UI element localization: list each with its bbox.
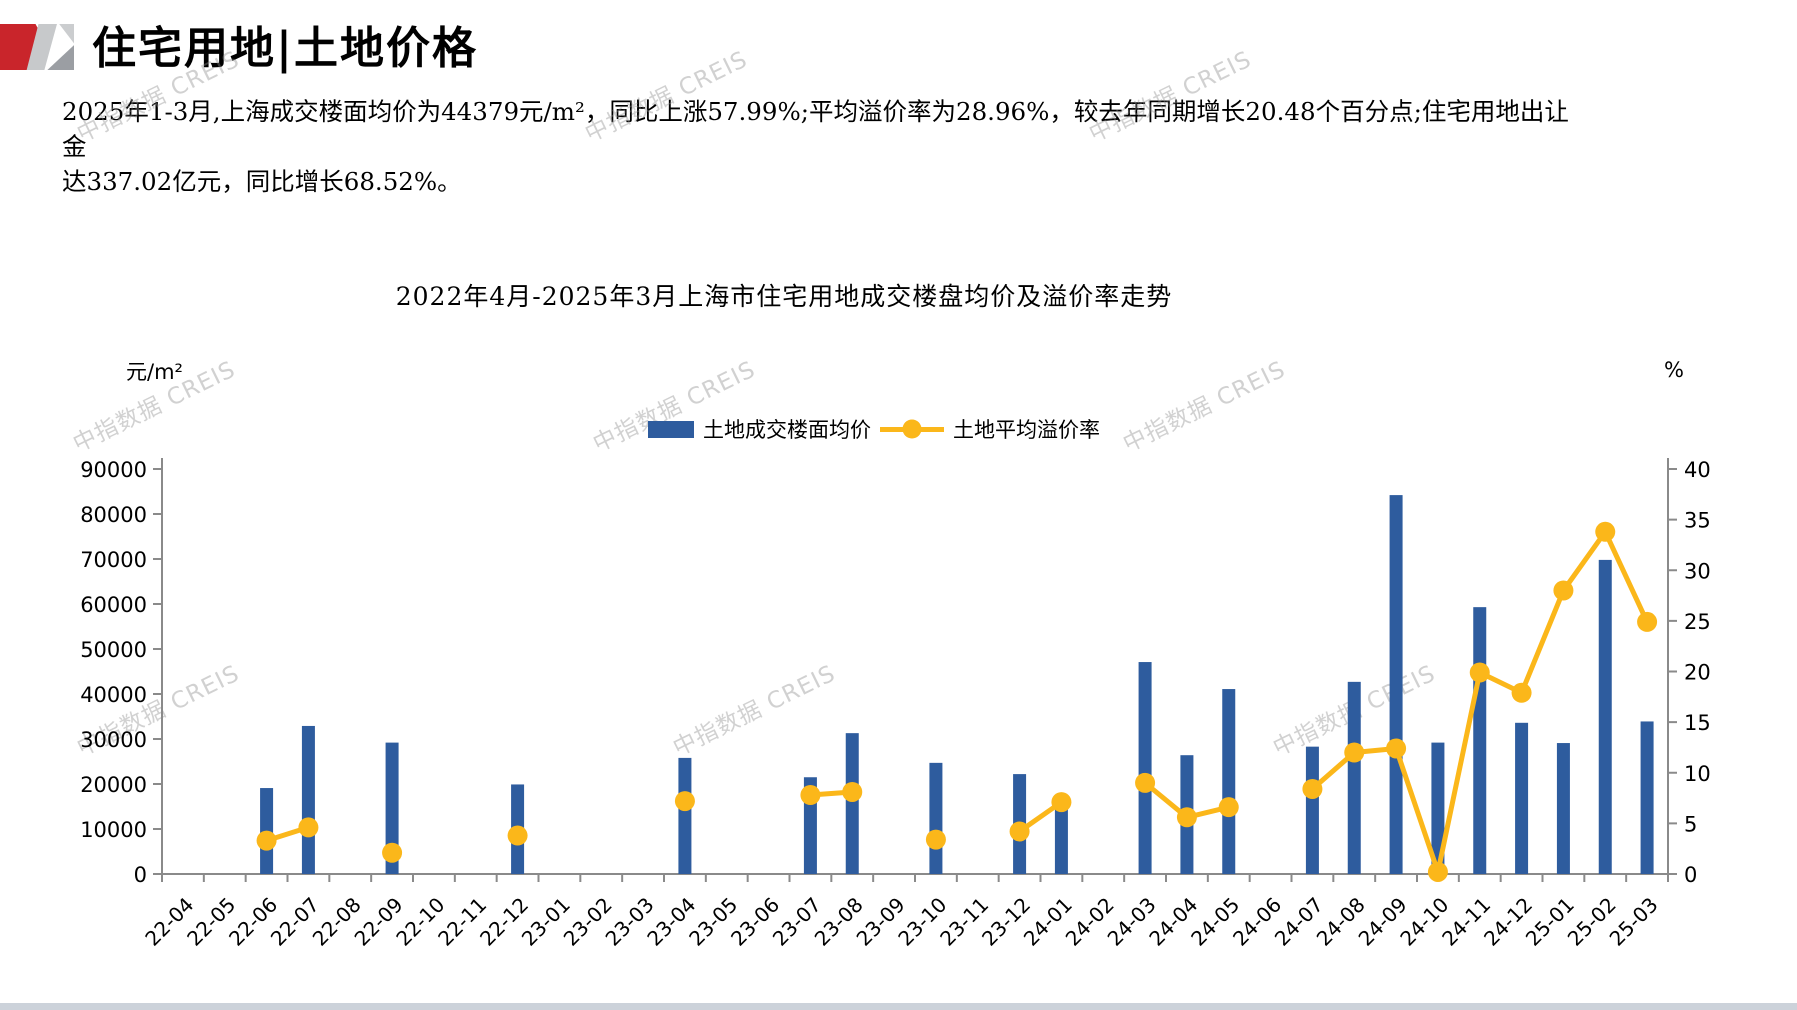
premium-rate-dot-25-02 [1595, 521, 1616, 542]
right-axis-tick-label: 0 [1684, 863, 1697, 887]
right-axis-tick-label: 10 [1684, 762, 1711, 786]
premium-rate-dot-22-07 [298, 817, 319, 838]
left-axis-unit: 元/m² [126, 360, 183, 384]
bar-25-03 [1640, 721, 1654, 874]
left-axis-tick-label: 70000 [80, 548, 147, 572]
left-axis-tick-label: 50000 [80, 638, 147, 662]
right-axis-tick-label: 30 [1684, 559, 1711, 583]
bar-24-09 [1389, 495, 1403, 874]
summary-line-1: 2025年1-3月,上海成交楼面均价为44379元/m²，同比上涨57.99%;… [62, 97, 1569, 161]
premium-rate-dot-23-08 [842, 781, 863, 802]
left-axis-tick-label: 20000 [80, 773, 147, 797]
bar-24-08 [1347, 681, 1361, 874]
right-axis-tick-label: 35 [1684, 509, 1711, 533]
premium-rate-dot-24-09 [1386, 738, 1407, 759]
bar-22-07 [301, 725, 315, 874]
legend-bar-swatch [648, 420, 694, 438]
bar-23-04 [678, 757, 692, 874]
right-axis-tick-label: 20 [1684, 661, 1711, 685]
bar-22-09 [385, 742, 399, 874]
legend-line-marker [880, 419, 944, 439]
legend-line-label: 土地平均溢价率 [953, 418, 1100, 442]
bar-24-11 [1473, 607, 1487, 874]
premium-rate-dot-25-03 [1637, 611, 1658, 632]
bar-25-02 [1598, 559, 1612, 874]
premium-rate-dot-24-04 [1176, 807, 1197, 828]
premium-rate-dot-24-08 [1344, 742, 1365, 763]
summary-paragraph: 2025年1-3月,上海成交楼面均价为44379元/m²，同比上涨57.99%;… [62, 94, 1582, 199]
left-axis-tick-label: 40000 [80, 683, 147, 707]
bar-25-01 [1556, 743, 1570, 874]
legend-bar-label: 土地成交楼面均价 [703, 418, 871, 442]
premium-rate-dot-25-01 [1553, 580, 1574, 601]
premium-rate-dot-24-07 [1302, 778, 1323, 799]
bar-23-10 [929, 762, 943, 874]
bar-24-10 [1431, 742, 1445, 874]
premium-rate-dot-24-01 [1051, 792, 1072, 813]
chart-legend: 土地成交楼面均价 土地平均溢价率 [648, 414, 1100, 444]
page-title: 住宅用地|土地价格 [92, 23, 479, 74]
x-axis-label: 25-03 [1605, 893, 1663, 951]
left-axis-tick-label: 90000 [80, 458, 147, 482]
left-axis-tick-label: 0 [134, 863, 147, 887]
premium-rate-dot-24-03 [1135, 772, 1156, 793]
bar-24-12 [1515, 722, 1529, 874]
bar-24-03 [1138, 662, 1152, 874]
right-axis-tick-label: 40 [1684, 458, 1711, 482]
premium-rate-dot-22-09 [382, 842, 403, 863]
premium-rate-dot-24-05 [1218, 797, 1239, 818]
premium-rate-dot-24-10 [1427, 861, 1448, 882]
left-axis-tick-label: 60000 [80, 593, 147, 617]
bar-23-08 [845, 733, 859, 874]
right-axis-tick-label: 25 [1684, 610, 1711, 634]
chart-title: 2022年4月-2025年3月上海市住宅用地成交楼盘均价及溢价率走势 [395, 282, 1173, 311]
premium-rate-dot-23-04 [674, 791, 695, 812]
premium-rate-dot-24-12 [1511, 682, 1532, 703]
right-axis-tick-label: 5 [1684, 812, 1697, 836]
bar-24-05 [1222, 689, 1236, 874]
premium-rate-dot-24-11 [1469, 662, 1490, 683]
left-axis-tick-label: 30000 [80, 728, 147, 752]
premium-rate-dot-23-10 [925, 829, 946, 850]
left-axis-tick-label: 80000 [80, 503, 147, 527]
premium-rate-dot-23-12 [1009, 821, 1030, 842]
summary-line-2: 达337.02亿元，同比增长68.52%。 [62, 167, 462, 196]
bar-24-07 [1305, 746, 1319, 874]
right-axis-tick-label: 15 [1684, 711, 1711, 735]
left-axis-tick-label: 10000 [80, 818, 147, 842]
footer-strip [0, 1003, 1797, 1010]
creis-logo [0, 24, 74, 70]
bar-24-01 [1054, 804, 1068, 874]
premium-rate-dot-22-06 [256, 830, 277, 851]
premium-rate-dot-22-12 [507, 825, 528, 846]
premium-rate-dot-23-07 [800, 785, 821, 806]
legend-line-dot-icon [902, 419, 922, 439]
right-axis-unit: % [1664, 358, 1684, 382]
